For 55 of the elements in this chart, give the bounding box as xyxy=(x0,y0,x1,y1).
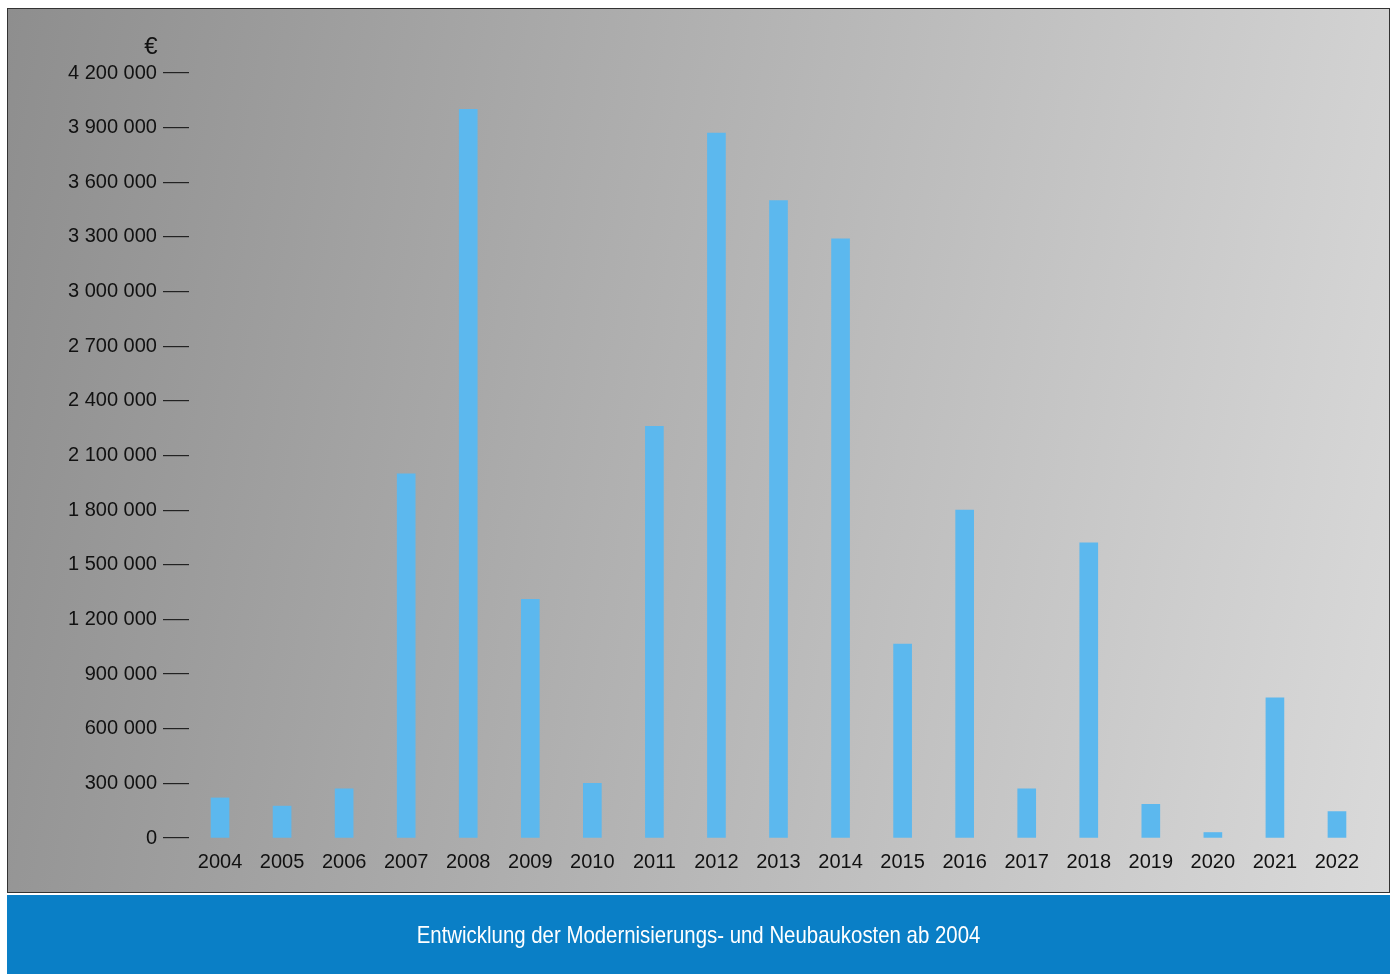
x-tick-label: 2008 xyxy=(445,849,491,872)
bar xyxy=(334,788,354,838)
bar xyxy=(645,426,664,838)
y-tick-label: 2 400 000 xyxy=(68,388,157,411)
x-tick-label: 2016 xyxy=(942,849,987,872)
x-tick-label: 2010 xyxy=(570,849,615,872)
x-tick-label: 2022 xyxy=(1314,849,1360,872)
x-tick-label: 2011 xyxy=(632,849,676,872)
bar xyxy=(272,805,292,838)
x-tick-label: 2018 xyxy=(1066,849,1112,872)
bar xyxy=(1203,832,1223,838)
y-tick-label: 1 500 000 xyxy=(68,552,157,575)
bar xyxy=(1017,788,1037,838)
bar xyxy=(707,132,726,838)
x-tick-label: 2014 xyxy=(818,849,863,872)
y-tick-label: 0 xyxy=(145,825,157,848)
bar xyxy=(831,238,850,838)
y-tick-label: 3 000 000 xyxy=(68,279,157,302)
bar xyxy=(458,109,478,838)
bar xyxy=(769,200,788,838)
y-tick-label: 1 800 000 xyxy=(68,497,157,520)
bar xyxy=(1265,697,1285,838)
y-tick-label: 900 000 xyxy=(84,661,157,684)
x-tick-label: 2013 xyxy=(756,849,801,872)
y-tick-label: 4 200 000 xyxy=(68,60,157,83)
y-tick-label: 2 700 000 xyxy=(68,333,157,356)
y-tick-label: 600 000 xyxy=(84,716,157,739)
x-tick-label: 2012 xyxy=(694,849,739,872)
y-tick-label: 3 900 000 xyxy=(68,115,157,138)
y-tick-label: 1 200 000 xyxy=(68,606,157,629)
x-tick-label: 2015 xyxy=(880,849,925,872)
bar xyxy=(1079,542,1099,838)
y-tick-label: 3 600 000 xyxy=(68,169,157,192)
bar xyxy=(1141,803,1161,838)
bar xyxy=(583,783,602,838)
x-tick-label: 2020 xyxy=(1190,849,1236,872)
y-tick-label: 3 300 000 xyxy=(68,224,157,247)
x-tick-label: 2021 xyxy=(1252,849,1298,872)
bar xyxy=(520,599,540,838)
bar xyxy=(396,473,416,838)
y-axis-title: € xyxy=(144,31,159,59)
x-tick-label: 2007 xyxy=(383,849,429,872)
text: Entwicklung der Modernisierungs- und Neubaukosten ab 2004 xyxy=(416,920,981,949)
bar xyxy=(1327,811,1347,838)
x-tick-label: 2009 xyxy=(508,849,553,872)
bar xyxy=(955,509,974,838)
y-tick-label: 2 100 000 xyxy=(68,443,157,466)
bar xyxy=(893,643,912,838)
x-tick-label: 2004 xyxy=(197,849,243,872)
x-tick-label: 2005 xyxy=(259,849,305,872)
x-tick-label: 2006 xyxy=(321,849,367,872)
bar xyxy=(210,797,230,838)
y-tick-label: 300 000 xyxy=(84,770,157,793)
x-tick-label: 2019 xyxy=(1128,849,1174,872)
x-tick-label: 2017 xyxy=(1004,849,1049,872)
